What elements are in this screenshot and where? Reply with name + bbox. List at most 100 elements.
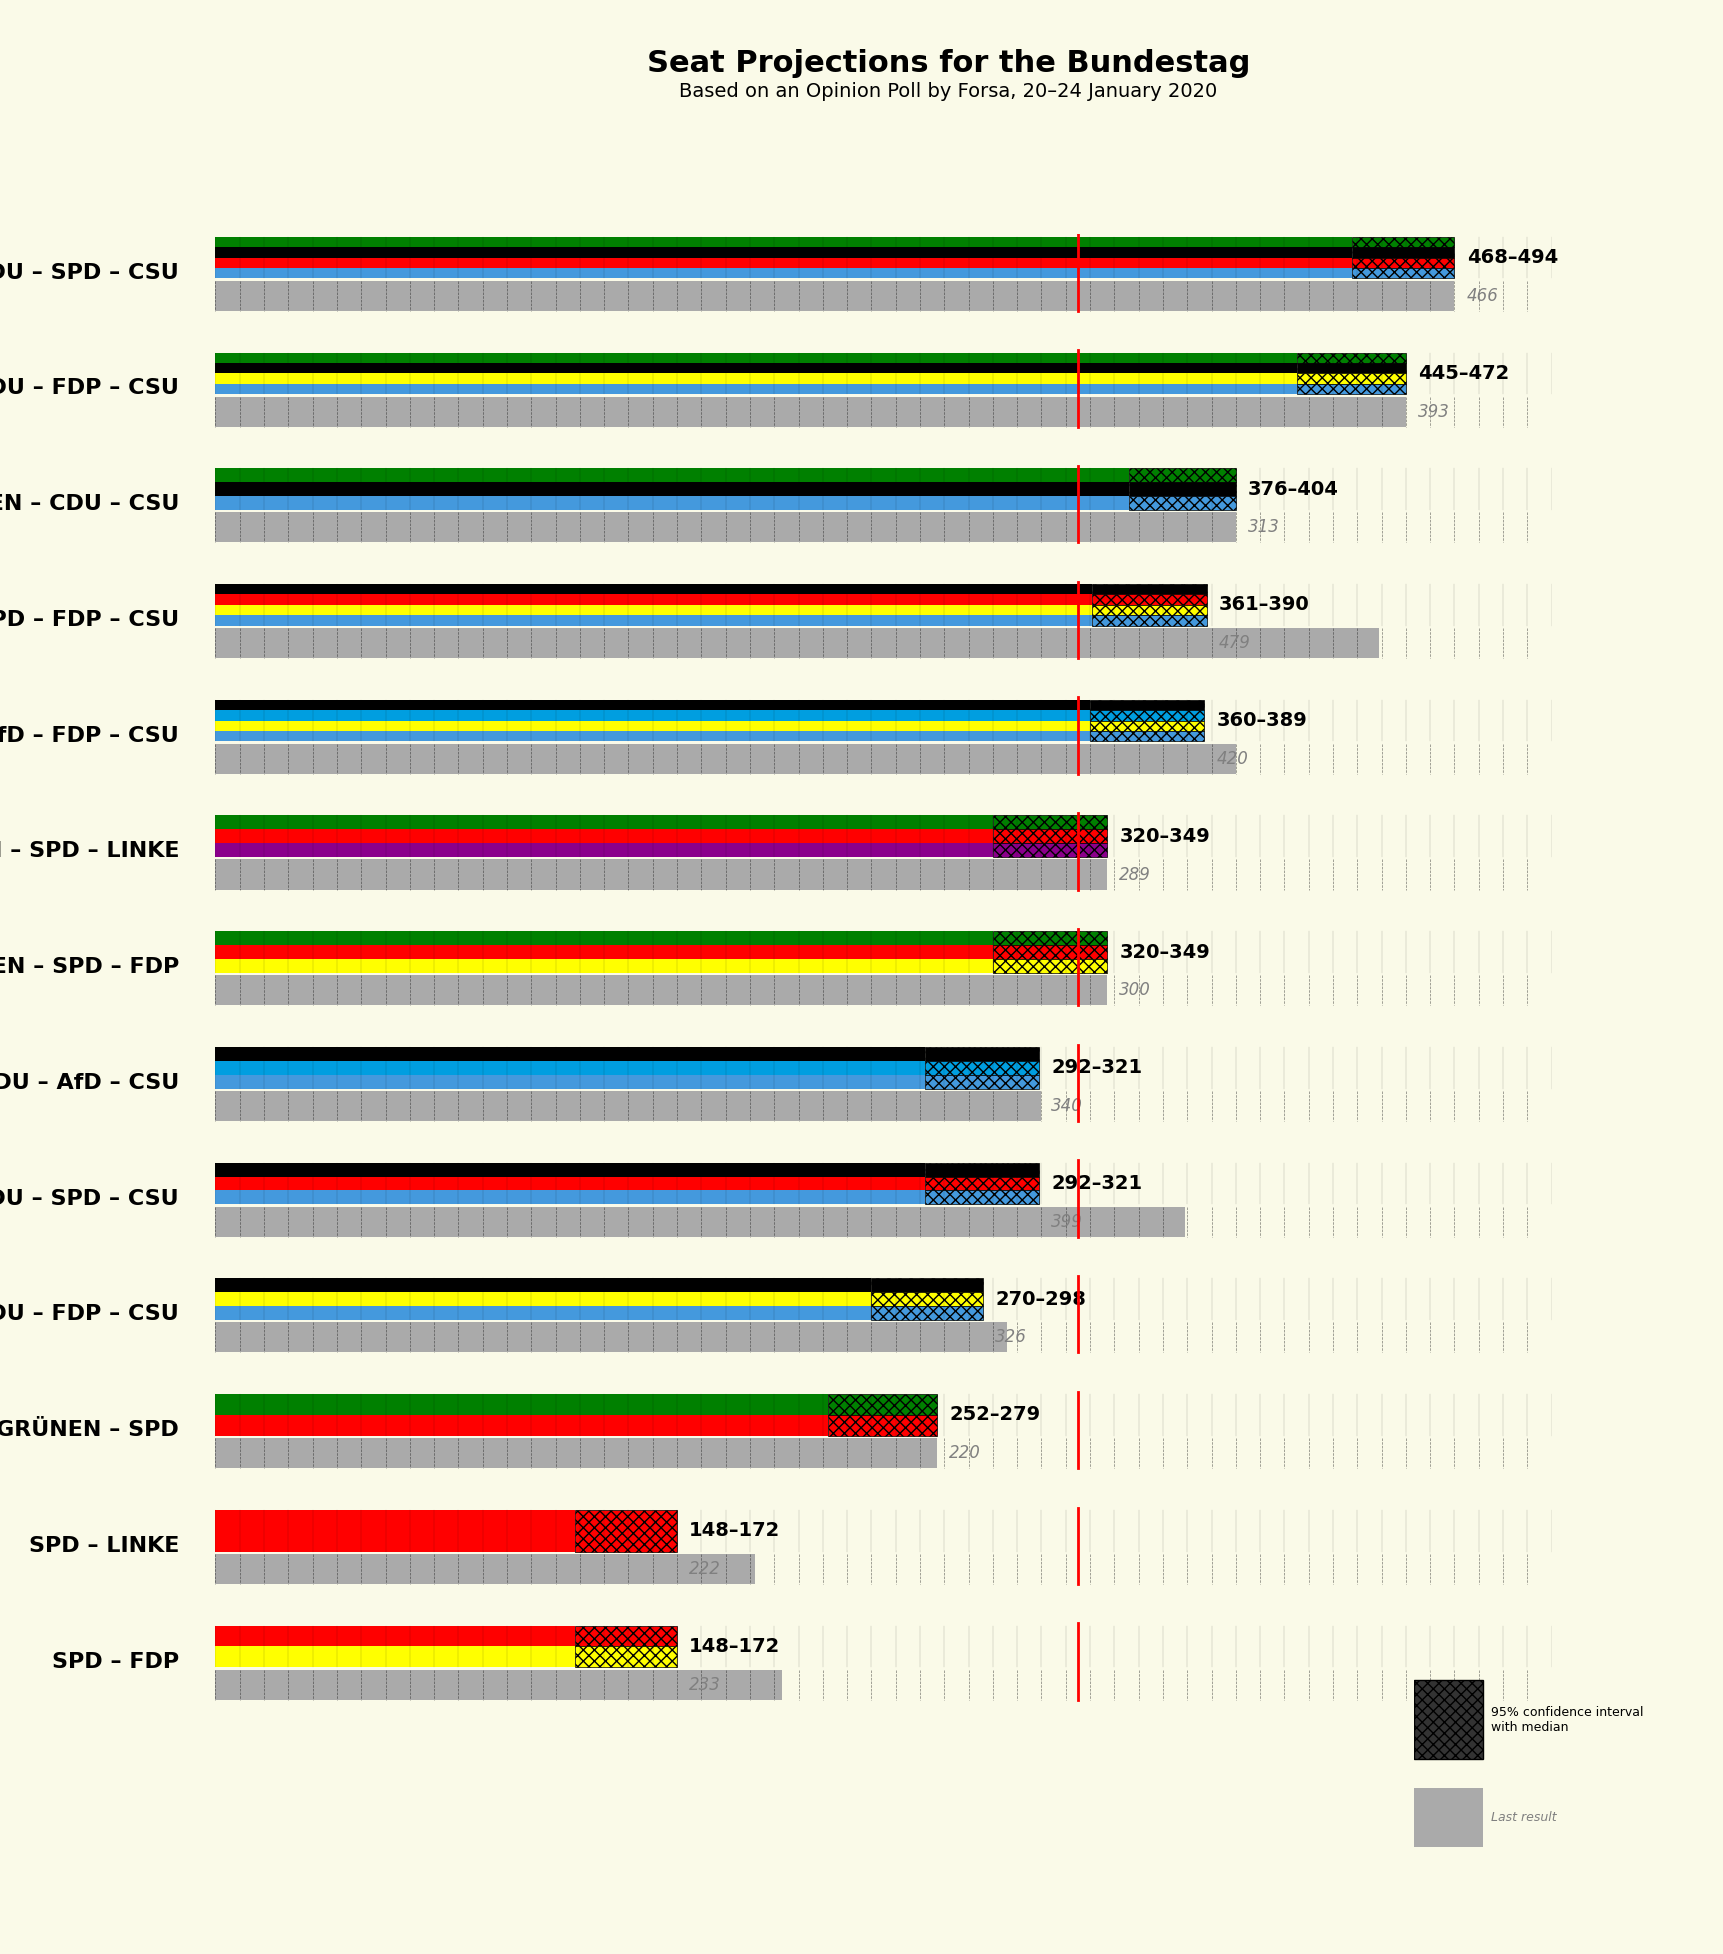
Bar (215, 1090, 1041, 1122)
Bar (215, 946, 992, 959)
Text: 313: 313 (1247, 518, 1278, 535)
Text: 361–390: 361–390 (1218, 596, 1309, 614)
Text: SPD – FDP: SPD – FDP (52, 1651, 179, 1671)
Bar (215, 1305, 870, 1321)
Text: 95% confidence interval
with median: 95% confidence interval with median (1490, 1706, 1642, 1733)
Bar (215, 1061, 924, 1075)
Bar (1296, 373, 1404, 383)
Bar (1296, 352, 1404, 363)
Bar (215, 1415, 827, 1436)
Text: 420: 420 (1216, 750, 1247, 768)
Bar (1351, 268, 1454, 279)
Bar (1129, 469, 1235, 483)
Bar (917, 860, 1106, 889)
Bar (870, 1292, 982, 1305)
Bar (215, 496, 1129, 510)
Bar (575, 1510, 677, 1551)
Bar (1351, 236, 1454, 248)
Text: 466: 466 (1466, 287, 1497, 305)
Bar (992, 932, 1106, 946)
Bar (1413, 1680, 1482, 1759)
Bar (215, 828, 992, 844)
Text: GRÜNEN – CDU – SPD – CSU: GRÜNEN – CDU – SPD – CSU (0, 262, 179, 283)
Bar (215, 1647, 575, 1667)
Text: 468–494: 468–494 (1466, 248, 1558, 268)
Bar (215, 932, 992, 946)
Text: GRÜNEN – CDU – FDP – CSU: GRÜNEN – CDU – FDP – CSU (0, 379, 179, 399)
Text: 479: 479 (1218, 633, 1249, 653)
Bar (924, 1190, 1039, 1204)
Bar (827, 1393, 937, 1415)
Bar (215, 483, 1129, 496)
Bar (215, 1292, 870, 1305)
Bar (215, 352, 1296, 363)
Text: 222: 222 (689, 1559, 720, 1579)
Bar (215, 721, 1089, 731)
Bar (215, 1510, 575, 1551)
Bar (924, 1047, 1039, 1061)
Bar (1092, 594, 1206, 606)
Text: Last result: Last result (1490, 1811, 1556, 1823)
Bar (215, 1190, 924, 1204)
Text: 320–349: 320–349 (1118, 942, 1210, 961)
Bar (1351, 258, 1454, 268)
Bar (827, 1415, 937, 1436)
Bar (992, 959, 1106, 973)
Bar (215, 627, 1378, 658)
Bar (1092, 606, 1206, 616)
Bar (215, 383, 1296, 395)
Text: 326: 326 (994, 1329, 1027, 1346)
Bar (215, 1626, 575, 1647)
Bar (215, 1278, 870, 1292)
Bar (215, 1075, 924, 1088)
Bar (870, 1278, 982, 1292)
Bar (1296, 363, 1404, 373)
Bar (215, 584, 1092, 594)
Text: 292–321: 292–321 (1051, 1059, 1142, 1077)
Bar (215, 1553, 755, 1585)
Text: GRÜNEN – SPD – FDP: GRÜNEN – SPD – FDP (0, 957, 179, 977)
Text: 320–349: 320–349 (1118, 827, 1210, 846)
Bar (215, 512, 975, 543)
Bar (215, 594, 1092, 606)
Text: 340: 340 (1051, 1096, 1082, 1116)
Text: Seat Projections for the Bundestag: Seat Projections for the Bundestag (646, 49, 1249, 78)
Bar (215, 397, 1170, 426)
Bar (992, 946, 1106, 959)
Bar (1089, 700, 1204, 709)
Bar (924, 1176, 1039, 1190)
Bar (215, 700, 1089, 709)
Bar (215, 616, 1092, 625)
Bar (1129, 496, 1235, 510)
Bar (215, 373, 1296, 383)
Bar (215, 959, 992, 973)
Bar (215, 236, 1351, 248)
Text: 445–472: 445–472 (1416, 363, 1508, 383)
Bar (575, 1647, 677, 1667)
Bar (215, 258, 1351, 268)
Bar (215, 281, 1347, 311)
Bar (215, 975, 944, 1004)
Bar (1089, 721, 1204, 731)
Text: 252–279: 252–279 (949, 1405, 1039, 1424)
Bar (215, 268, 1351, 279)
Bar (215, 606, 1092, 616)
Bar (975, 512, 1235, 543)
Text: 393: 393 (1416, 403, 1449, 420)
Text: SPD – LINKE: SPD – LINKE (29, 1536, 179, 1555)
Bar (1092, 584, 1206, 594)
Text: 148–172: 148–172 (689, 1522, 781, 1540)
Bar (992, 844, 1106, 858)
Text: CDU – SPD – FDP – CSU: CDU – SPD – FDP – CSU (0, 610, 179, 629)
Bar (1089, 709, 1204, 721)
Text: 289: 289 (1118, 866, 1151, 883)
Bar (1413, 1788, 1482, 1847)
Text: 270–298: 270–298 (994, 1290, 1085, 1309)
Text: 399: 399 (1051, 1213, 1082, 1231)
Bar (924, 1075, 1039, 1088)
Bar (215, 1393, 827, 1415)
Bar (924, 1163, 1039, 1176)
Bar (992, 815, 1106, 828)
Text: 376–404: 376–404 (1247, 479, 1339, 498)
Bar (215, 1163, 924, 1176)
